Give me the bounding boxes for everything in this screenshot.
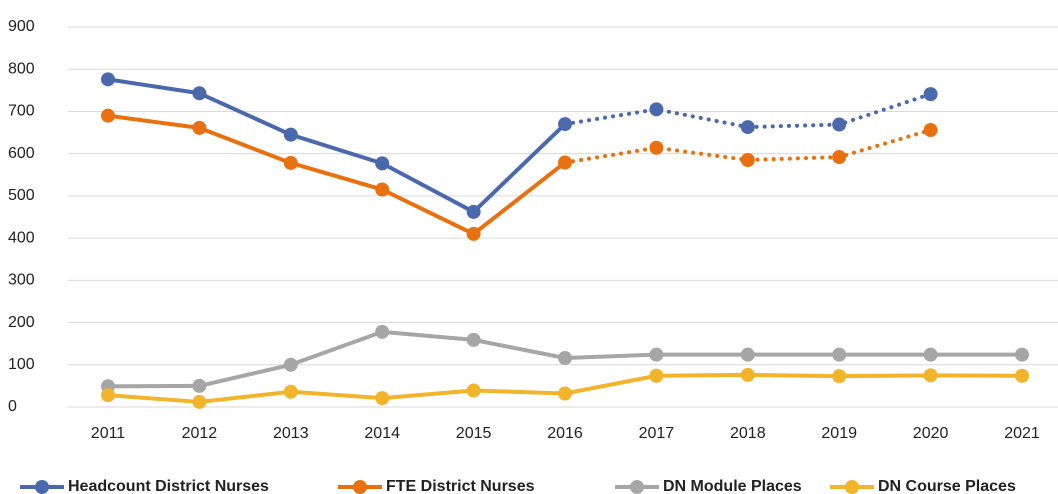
marker <box>375 391 390 406</box>
marker <box>832 369 847 384</box>
marker <box>192 86 207 101</box>
marker <box>649 140 664 155</box>
y-tick-label: 800 <box>8 60 35 77</box>
marker <box>832 117 847 132</box>
marker <box>923 347 938 362</box>
y-tick-label: 300 <box>8 272 35 289</box>
line <box>107 77 567 214</box>
legend-marker <box>353 480 367 494</box>
y-tick-label: 600 <box>8 145 35 162</box>
y-tick-label: 700 <box>8 103 35 120</box>
marker <box>649 368 664 383</box>
x-tick-label: 2013 <box>273 425 309 442</box>
marker <box>923 87 938 102</box>
y-tick-label: 0 <box>8 398 17 415</box>
marker <box>283 127 298 142</box>
marker <box>923 123 938 138</box>
x-tick-label: 2011 <box>91 425 126 442</box>
marker <box>558 117 572 132</box>
x-tick-label: 2016 <box>547 425 583 442</box>
y-tick-label: 500 <box>8 187 35 204</box>
legend-label: Headcount District Nurses <box>68 478 269 494</box>
marker <box>375 182 390 197</box>
x-tick-label: 2012 <box>182 425 218 442</box>
y-tick-label: 400 <box>8 229 35 246</box>
marker <box>740 120 755 135</box>
marker <box>740 153 755 167</box>
x-tick-label: 2021 <box>1004 425 1040 442</box>
marker <box>283 357 298 372</box>
legend-marker <box>35 480 49 494</box>
marker <box>558 386 572 401</box>
marker <box>832 347 847 362</box>
legend-marker <box>845 480 859 494</box>
marker <box>1015 347 1029 362</box>
legend-label: DN Course Places <box>878 478 1016 494</box>
marker <box>101 108 115 123</box>
marker <box>740 367 755 382</box>
marker <box>192 378 207 393</box>
marker <box>375 156 390 171</box>
legend-label: FTE District Nurses <box>386 478 535 494</box>
x-tick-label: 2018 <box>730 425 766 442</box>
marker <box>558 155 572 170</box>
legend-label: DN Module Places <box>663 478 802 494</box>
legend: Headcount District Nurses FTE District Nu… <box>20 478 1016 494</box>
marker <box>558 351 572 366</box>
x-tick-label: 2020 <box>913 425 949 442</box>
x-tick-label: 2014 <box>364 425 400 442</box>
marker <box>283 155 298 170</box>
marker <box>649 102 664 117</box>
marker <box>923 368 938 383</box>
marker <box>283 384 298 399</box>
marker <box>466 226 481 241</box>
marker <box>466 383 481 398</box>
marker <box>192 394 207 409</box>
legend-marker <box>630 480 644 494</box>
x-tick-label: 2015 <box>456 425 492 442</box>
marker <box>192 120 207 135</box>
marker <box>466 332 481 347</box>
line <box>107 113 567 236</box>
y-tick-label: 200 <box>8 314 35 331</box>
marker <box>832 150 847 165</box>
marker <box>649 347 664 362</box>
marker <box>375 324 390 339</box>
x-tick-label: 2017 <box>639 425 675 442</box>
marker <box>466 204 481 219</box>
marker <box>101 388 115 403</box>
y-tick-label: 900 <box>8 18 35 35</box>
marker <box>1015 368 1029 383</box>
y-tick-label: 100 <box>8 356 35 373</box>
x-tick-label: 2019 <box>821 425 857 442</box>
marker <box>740 347 755 362</box>
marker <box>101 72 115 87</box>
